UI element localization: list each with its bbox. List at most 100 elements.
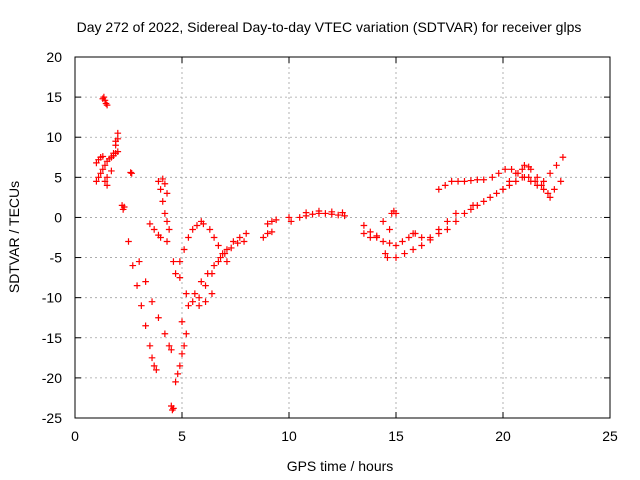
x-axis-title: GPS time / hours <box>287 458 394 474</box>
data-point <box>418 242 425 249</box>
data-point <box>110 149 117 157</box>
data-point <box>495 170 503 177</box>
data-point <box>486 194 494 201</box>
data-point <box>178 318 186 326</box>
data-point <box>135 258 143 265</box>
data-point <box>129 262 137 269</box>
series-afternoon-c <box>382 210 460 261</box>
data-point <box>153 366 160 374</box>
data-point <box>193 222 201 229</box>
data-point <box>544 190 552 197</box>
series-recovery-b <box>178 230 250 326</box>
y-tick-label: -25 <box>42 410 62 426</box>
data-point <box>367 228 374 236</box>
data-point <box>155 314 162 322</box>
data-point <box>150 226 158 233</box>
data-point <box>120 203 128 211</box>
data-point <box>219 250 226 257</box>
grid-lines <box>75 57 610 418</box>
data-point <box>260 234 267 241</box>
series-recovery-e <box>206 226 231 265</box>
y-tick-label: -20 <box>42 370 62 386</box>
data-point <box>514 170 522 177</box>
data-point <box>474 176 481 184</box>
data-point <box>180 342 188 350</box>
data-point <box>161 180 169 188</box>
data-point <box>157 234 164 241</box>
data-point <box>101 178 109 185</box>
data-point <box>125 238 132 245</box>
data-point <box>399 238 406 245</box>
data-point <box>101 162 109 169</box>
series-descent-a <box>125 238 160 374</box>
y-tick-label: -15 <box>42 330 62 346</box>
y-tick-label: -5 <box>50 250 63 266</box>
data-point <box>512 178 520 185</box>
data-point <box>93 178 100 185</box>
data-point <box>159 175 167 183</box>
data-point <box>540 178 547 185</box>
y-tick-label: -10 <box>42 290 62 306</box>
series-ridge-4h <box>146 175 173 241</box>
series-afternoon-d <box>409 202 477 244</box>
series-evening-a <box>435 176 488 193</box>
series-recovery-c <box>163 238 216 309</box>
data-point <box>215 242 222 249</box>
data-point <box>444 226 451 233</box>
x-tick-label: 20 <box>495 428 511 444</box>
series-evening-d <box>499 174 565 197</box>
data-point <box>189 226 196 233</box>
series-mid-sparse <box>260 214 295 241</box>
data-point <box>178 350 186 358</box>
x-tick-label: 5 <box>178 428 186 444</box>
data-point <box>236 234 244 241</box>
data-point <box>405 234 413 241</box>
data-point <box>146 220 154 228</box>
axis-ticks: 0 5 10 15 20 25 -25 -20 -15 -10 -5 0 5 10 15 20 <box>42 49 618 444</box>
data-point <box>461 210 468 217</box>
data-point <box>172 270 179 277</box>
data-point <box>128 170 136 177</box>
data-point <box>200 220 207 228</box>
data-point <box>227 244 235 252</box>
series-afternoon-a <box>360 222 419 249</box>
data-point <box>285 214 293 221</box>
data-point <box>467 177 475 184</box>
data-point <box>551 186 558 193</box>
data-point <box>518 166 526 173</box>
data-point <box>170 258 177 265</box>
data-point <box>99 153 107 160</box>
data-point <box>165 342 173 350</box>
data-point <box>418 234 425 241</box>
data-point <box>392 210 400 217</box>
data-point <box>191 290 199 297</box>
data-point <box>501 166 509 173</box>
data-point <box>533 174 541 181</box>
data-point <box>302 209 310 216</box>
data-point <box>133 282 141 289</box>
data-point <box>208 290 216 297</box>
series-descent-b <box>135 258 175 354</box>
data-point <box>373 232 381 240</box>
y-tick-label: 20 <box>46 49 62 65</box>
y-axis-title: SDTVAR / TECUs <box>6 181 22 293</box>
series-recovery-a <box>172 218 207 277</box>
data-point <box>155 178 162 185</box>
data-point <box>185 234 192 241</box>
data-point <box>521 162 528 169</box>
data-point <box>467 206 475 213</box>
data-point <box>525 174 532 181</box>
series-early-low <box>118 169 136 213</box>
data-point <box>527 166 535 173</box>
data-point <box>367 234 374 241</box>
plot-frame <box>74 56 611 419</box>
data-point <box>409 246 417 253</box>
data-point <box>163 190 171 197</box>
data-point <box>309 210 316 218</box>
data-point <box>559 153 567 161</box>
y-tick-label: 15 <box>46 89 62 105</box>
data-point <box>114 129 122 137</box>
data-point <box>546 170 554 177</box>
data-point <box>268 228 276 236</box>
